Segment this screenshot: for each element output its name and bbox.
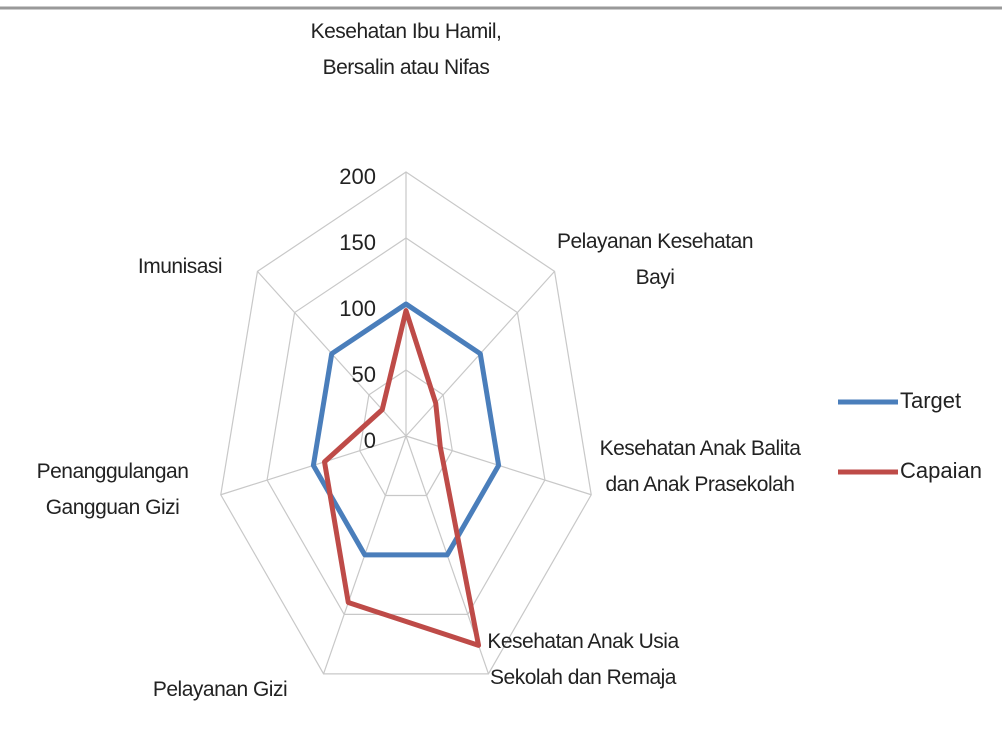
axis-label: Kesehatan Ibu Hamil, Bersalin atau Nifas [310, 20, 502, 79]
axis-label: Pelayanan Kesehatan Bayi [557, 230, 754, 289]
axis-label: Pelayanan Gizi [152, 678, 288, 701]
axis-label: Imunisasi [137, 255, 223, 278]
legend-label: Capaian [900, 458, 982, 483]
r-tick-label: 200 [339, 164, 376, 189]
r-tick-label: 0 [364, 428, 376, 453]
grid-ring [220, 171, 592, 675]
axis-label: Kesehatan Anak Usia Sekolah dan Remaja [487, 630, 679, 689]
grid-ring [359, 369, 453, 497]
r-tick-label: 100 [339, 296, 376, 321]
axis-label: Kesehatan Anak Balita dan Anak Prasekola… [599, 437, 801, 496]
series-line [310, 301, 502, 558]
legend-label: Target [900, 388, 961, 413]
r-tick-label: 50 [352, 362, 376, 387]
axis-label: Penanggulangan Gangguan Gizi [36, 460, 189, 519]
grid-ring [266, 237, 546, 615]
r-tick-label: 150 [339, 230, 376, 255]
series-line [321, 308, 482, 648]
